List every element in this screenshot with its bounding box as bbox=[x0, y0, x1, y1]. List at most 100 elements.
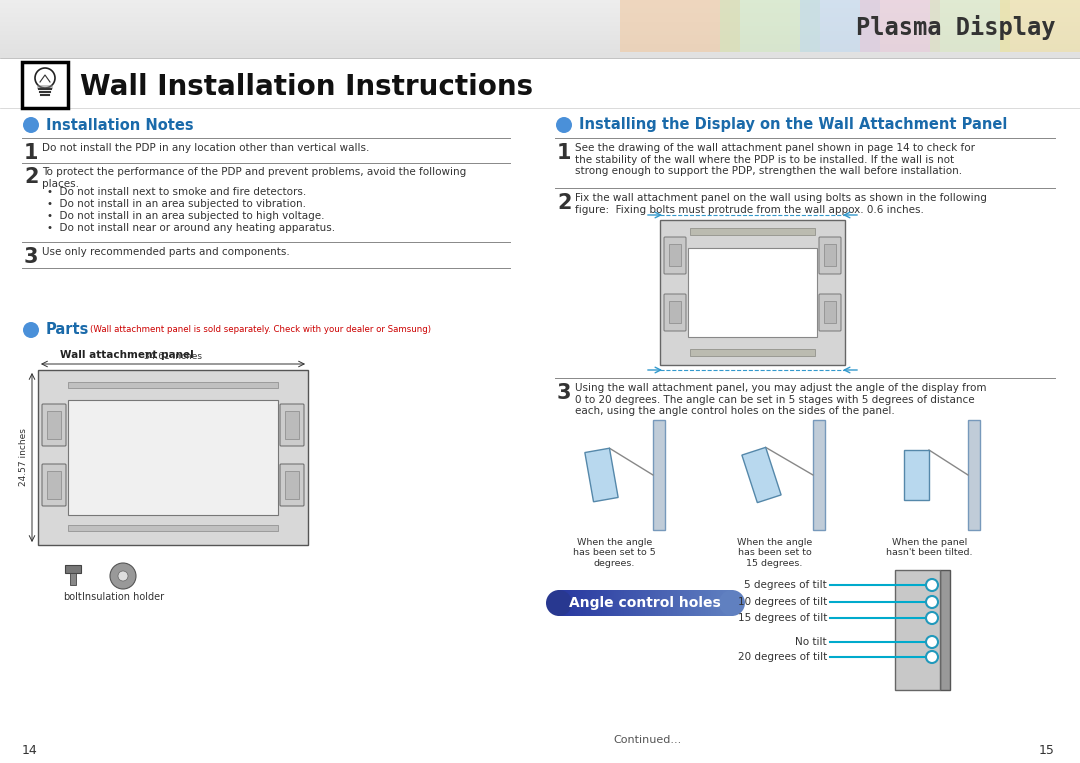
FancyBboxPatch shape bbox=[824, 301, 836, 323]
Text: 3: 3 bbox=[557, 383, 571, 403]
Bar bbox=[0, 29, 1080, 30]
Text: 15 degrees of tilt: 15 degrees of tilt bbox=[738, 613, 827, 623]
FancyBboxPatch shape bbox=[664, 294, 686, 331]
FancyBboxPatch shape bbox=[800, 0, 880, 52]
Circle shape bbox=[926, 651, 939, 663]
Text: 1: 1 bbox=[557, 143, 571, 163]
FancyBboxPatch shape bbox=[664, 237, 686, 274]
FancyBboxPatch shape bbox=[895, 570, 940, 690]
Bar bbox=[0, 25, 1080, 26]
Bar bbox=[0, 33, 1080, 34]
Polygon shape bbox=[585, 448, 618, 502]
Bar bbox=[0, 12, 1080, 13]
Text: When the panel
hasn't been tilted.: When the panel hasn't been tilted. bbox=[887, 538, 973, 558]
Circle shape bbox=[35, 68, 55, 88]
Bar bbox=[0, 54, 1080, 55]
FancyBboxPatch shape bbox=[690, 349, 815, 356]
Bar bbox=[0, 13, 1080, 14]
Text: Fix the wall attachment panel on the wall using bolts as shown in the following
: Fix the wall attachment panel on the wal… bbox=[575, 193, 987, 214]
Bar bbox=[0, 24, 1080, 25]
Text: 15: 15 bbox=[1039, 743, 1055, 756]
Text: Do not install the PDP in any location other than vertical walls.: Do not install the PDP in any location o… bbox=[42, 143, 369, 153]
FancyBboxPatch shape bbox=[824, 244, 836, 266]
Bar bbox=[0, 47, 1080, 48]
Text: (Wall attachment panel is sold separately. Check with your dealer or Samsung): (Wall attachment panel is sold separatel… bbox=[90, 326, 431, 334]
Bar bbox=[0, 41, 1080, 42]
Bar bbox=[0, 51, 1080, 52]
Text: 20 degrees of tilt: 20 degrees of tilt bbox=[738, 652, 827, 662]
Text: 1: 1 bbox=[24, 143, 39, 163]
Polygon shape bbox=[742, 447, 781, 503]
Circle shape bbox=[23, 322, 39, 338]
Text: When the angle
has been set to 5
degrees.: When the angle has been set to 5 degrees… bbox=[573, 538, 656, 568]
Bar bbox=[0, 53, 1080, 54]
Bar bbox=[0, 11, 1080, 12]
FancyBboxPatch shape bbox=[22, 62, 68, 108]
Bar bbox=[0, 14, 1080, 15]
Bar bbox=[0, 48, 1080, 49]
FancyBboxPatch shape bbox=[860, 0, 940, 52]
FancyBboxPatch shape bbox=[669, 301, 681, 323]
FancyBboxPatch shape bbox=[620, 0, 740, 52]
Text: bolt: bolt bbox=[64, 592, 82, 602]
Bar bbox=[0, 52, 1080, 53]
Bar bbox=[0, 35, 1080, 36]
Bar bbox=[0, 21, 1080, 22]
Circle shape bbox=[110, 563, 136, 589]
Text: 2: 2 bbox=[24, 167, 39, 187]
Bar bbox=[0, 42, 1080, 43]
FancyBboxPatch shape bbox=[940, 570, 950, 690]
FancyBboxPatch shape bbox=[819, 237, 841, 274]
Bar bbox=[0, 57, 1080, 58]
FancyBboxPatch shape bbox=[968, 420, 980, 530]
FancyBboxPatch shape bbox=[819, 294, 841, 331]
Bar bbox=[0, 2, 1080, 3]
FancyBboxPatch shape bbox=[68, 525, 278, 531]
Text: Angle control holes: Angle control holes bbox=[569, 596, 720, 610]
Circle shape bbox=[556, 117, 572, 133]
Bar bbox=[0, 31, 1080, 32]
Text: 34.61 inches: 34.61 inches bbox=[144, 352, 202, 361]
Bar bbox=[0, 23, 1080, 24]
Bar bbox=[0, 9, 1080, 10]
Bar bbox=[0, 28, 1080, 29]
Bar bbox=[0, 4, 1080, 5]
FancyBboxPatch shape bbox=[653, 420, 665, 530]
Bar bbox=[0, 55, 1080, 56]
FancyBboxPatch shape bbox=[1000, 0, 1080, 52]
Bar bbox=[0, 46, 1080, 47]
Text: 3: 3 bbox=[24, 247, 39, 267]
Bar bbox=[0, 27, 1080, 28]
Text: 24.57 inches: 24.57 inches bbox=[19, 429, 28, 487]
Bar bbox=[0, 40, 1080, 41]
Circle shape bbox=[118, 571, 129, 581]
FancyBboxPatch shape bbox=[42, 464, 66, 506]
Text: •  Do not install near or around any heating apparatus.: • Do not install near or around any heat… bbox=[48, 223, 335, 233]
FancyBboxPatch shape bbox=[68, 382, 278, 388]
Bar bbox=[0, 50, 1080, 51]
Bar bbox=[0, 56, 1080, 57]
Bar bbox=[0, 49, 1080, 50]
FancyBboxPatch shape bbox=[68, 400, 278, 515]
Bar bbox=[0, 8, 1080, 9]
Circle shape bbox=[926, 579, 939, 591]
Text: Wall Installation Instructions: Wall Installation Instructions bbox=[80, 73, 534, 101]
Circle shape bbox=[546, 590, 572, 616]
Bar bbox=[0, 34, 1080, 35]
Text: Installing the Display on the Wall Attachment Panel: Installing the Display on the Wall Attac… bbox=[579, 118, 1008, 133]
Bar bbox=[0, 19, 1080, 20]
Text: Use only recommended parts and components.: Use only recommended parts and component… bbox=[42, 247, 289, 257]
FancyBboxPatch shape bbox=[70, 573, 76, 585]
Text: 2: 2 bbox=[557, 193, 571, 213]
FancyBboxPatch shape bbox=[280, 464, 303, 506]
Bar bbox=[0, 15, 1080, 16]
FancyBboxPatch shape bbox=[280, 404, 303, 446]
Text: When the angle
has been set to
15 degrees.: When the angle has been set to 15 degree… bbox=[737, 538, 812, 568]
FancyBboxPatch shape bbox=[669, 244, 681, 266]
Text: No tilt: No tilt bbox=[795, 637, 827, 647]
FancyBboxPatch shape bbox=[48, 471, 60, 499]
Circle shape bbox=[926, 596, 939, 608]
Bar bbox=[0, 39, 1080, 40]
Polygon shape bbox=[904, 450, 929, 500]
Bar bbox=[0, 38, 1080, 39]
